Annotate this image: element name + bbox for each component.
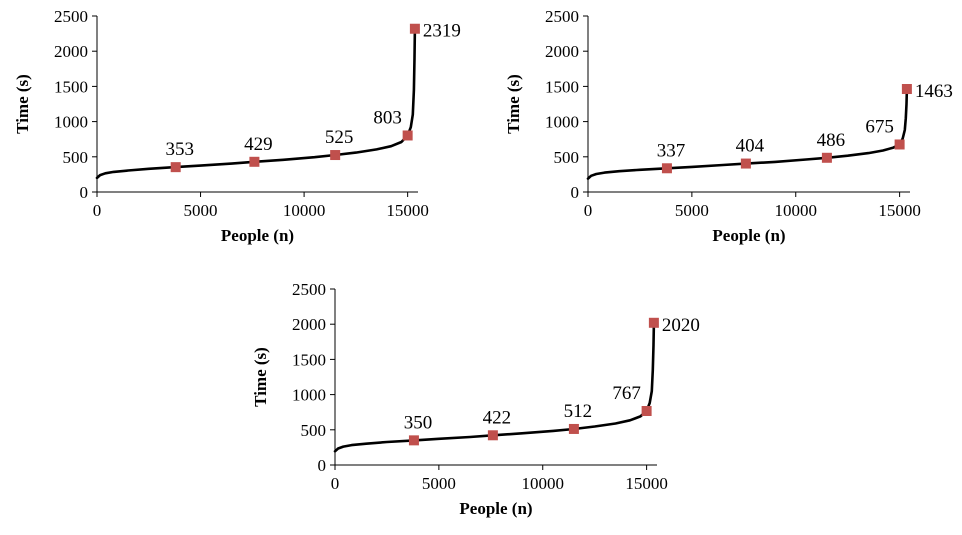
y-tick-label: 1000 [292, 386, 326, 405]
y-tick-label: 2000 [54, 42, 88, 61]
y-axis-title: Time (s) [504, 74, 523, 134]
chart-panel-1: 0 500 1000 1500 2000 2500 0 5000 10000 15000 Peopl… [13, 7, 461, 245]
y-tick-label: 0 [571, 183, 580, 202]
y-tick-label: 500 [554, 148, 580, 167]
data-label: 2020 [662, 315, 700, 336]
y-tick-label: 2000 [292, 315, 326, 334]
y-tick-label: 2500 [54, 7, 88, 26]
series-line [586, 87, 909, 180]
x-tick-label: 0 [93, 201, 102, 220]
x-tick-label: 5000 [675, 201, 709, 220]
x-axis-title: People (n) [221, 226, 294, 245]
chart-panel-2: 0 500 1000 1500 2000 2500 0 5000 10000 15000 Peopl… [504, 7, 953, 245]
data-point-marker [170, 162, 181, 173]
x-tick-label: 5000 [184, 201, 218, 220]
data-point-marker [568, 423, 579, 434]
data-label: 767 [612, 383, 641, 404]
data-point-marker [901, 84, 912, 95]
y-tick-label: 500 [63, 148, 89, 167]
y-tick-label: 0 [80, 183, 89, 202]
data-label: 404 [736, 136, 765, 157]
data-label: 429 [244, 134, 273, 155]
y-tick-label: 2500 [545, 7, 579, 26]
data-point-marker [249, 156, 260, 167]
y-tick-label: 500 [301, 421, 327, 440]
series-line [333, 321, 656, 453]
x-tick-label: 15000 [878, 201, 921, 220]
data-point-marker [894, 139, 905, 150]
data-point-marker [487, 430, 498, 441]
data-point-marker [408, 435, 419, 446]
y-tick-label: 2500 [292, 280, 326, 299]
data-label: 486 [817, 130, 846, 151]
x-tick-label: 0 [331, 474, 340, 493]
y-tick-label: 2000 [545, 42, 579, 61]
data-point-marker [648, 317, 659, 328]
x-tick-label: 10000 [521, 474, 564, 493]
y-tick-label: 1000 [545, 113, 579, 132]
y-tick-label: 1500 [54, 77, 88, 96]
data-label: 803 [373, 107, 402, 128]
y-tick-label: 0 [318, 456, 327, 475]
x-tick-label: 10000 [283, 201, 326, 220]
y-tick-label: 1500 [292, 350, 326, 369]
y-tick-label: 1500 [545, 77, 579, 96]
data-point-marker [409, 23, 420, 34]
data-label: 422 [483, 407, 512, 428]
x-tick-label: 10000 [774, 201, 817, 220]
data-point-marker [641, 406, 652, 417]
data-label: 353 [165, 139, 194, 160]
x-axis-title: People (n) [712, 226, 785, 245]
data-label: 512 [564, 401, 593, 422]
data-point-marker [740, 158, 751, 169]
x-tick-label: 15000 [386, 201, 429, 220]
data-label: 2319 [423, 21, 461, 42]
data-label: 675 [865, 116, 894, 137]
data-point-marker [821, 152, 832, 163]
x-tick-label: 15000 [625, 474, 668, 493]
data-point-marker [402, 130, 413, 141]
chart-panel-3: 0 500 1000 1500 2000 2500 0 5000 10000 15000 Peopl… [251, 280, 700, 518]
data-label: 525 [325, 127, 354, 148]
y-axis-title: Time (s) [251, 347, 270, 407]
data-label: 350 [404, 412, 433, 433]
data-point-marker [330, 150, 341, 161]
data-label: 1463 [915, 81, 953, 102]
x-tick-label: 5000 [422, 474, 456, 493]
series-line [95, 27, 417, 180]
x-tick-label: 0 [584, 201, 593, 220]
y-axis-title: Time (s) [13, 74, 32, 134]
data-label: 337 [657, 140, 686, 161]
data-point-marker [661, 163, 672, 174]
y-tick-label: 1000 [54, 113, 88, 132]
x-axis-title: People (n) [459, 499, 532, 518]
